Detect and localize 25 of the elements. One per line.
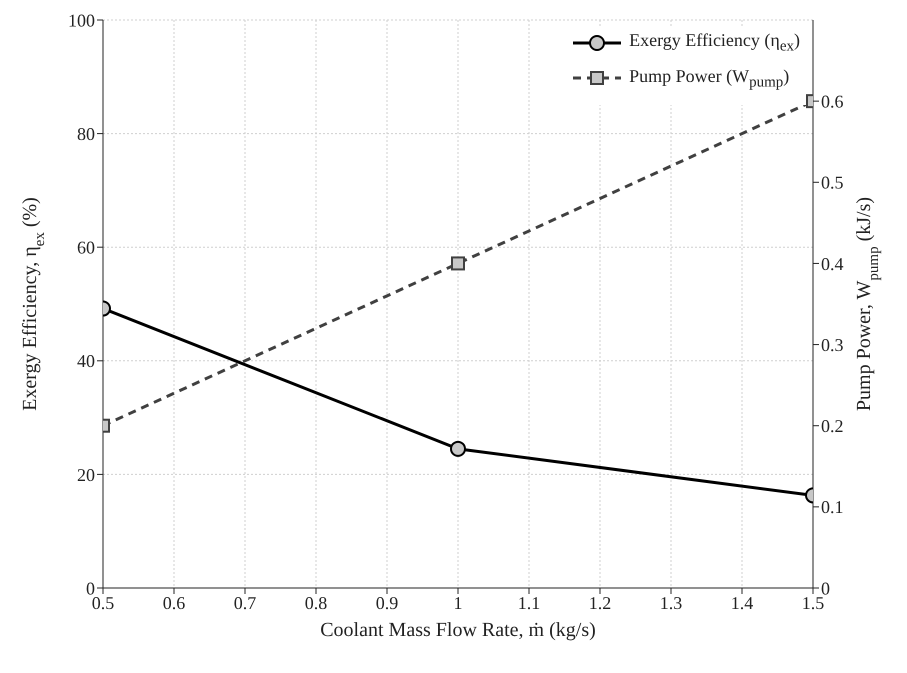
y2-tick-label: 0.5 (821, 172, 844, 193)
y-tick-label: 20 (77, 464, 95, 485)
legend-label: Pump Power (W$_{pump}$) (629, 66, 790, 92)
y-tick-label: 80 (77, 124, 95, 144)
y-tick-label: 60 (77, 238, 95, 258)
y2-tick-label: 0.1 (821, 497, 844, 518)
x-tick-label: 1.1 (518, 592, 540, 613)
legend-label: Exergy Efficiency (η$_{ex}$) (629, 30, 800, 56)
x-tick-label: 1.4 (730, 592, 754, 613)
y2-tick-label: 0 (821, 578, 830, 598)
y-tick-label: 100 (68, 10, 95, 30)
x-axis-title: Coolant Mass Flow Rate, ṁ (kg/s) (320, 619, 596, 641)
x-tick-label: 0.6 (162, 592, 186, 613)
x-tick-label: 1.2 (588, 592, 612, 613)
x-tick-label: 0.7 (234, 592, 256, 613)
x-tick-label: 1.3 (660, 592, 682, 613)
x-tick-label: 1 (454, 592, 462, 613)
x-tick-label: 0.9 (376, 592, 398, 613)
y2-tick-label: 0.6 (821, 92, 844, 112)
x-tick-label: 0.8 (304, 592, 328, 613)
y2-tick-label: 0.3 (821, 334, 844, 355)
y2-tick-label: 0.4 (821, 254, 844, 274)
y-tick-label: 40 (77, 351, 95, 372)
y2-tick-label: 0.2 (821, 416, 844, 436)
y-tick-label: 0 (86, 578, 95, 598)
